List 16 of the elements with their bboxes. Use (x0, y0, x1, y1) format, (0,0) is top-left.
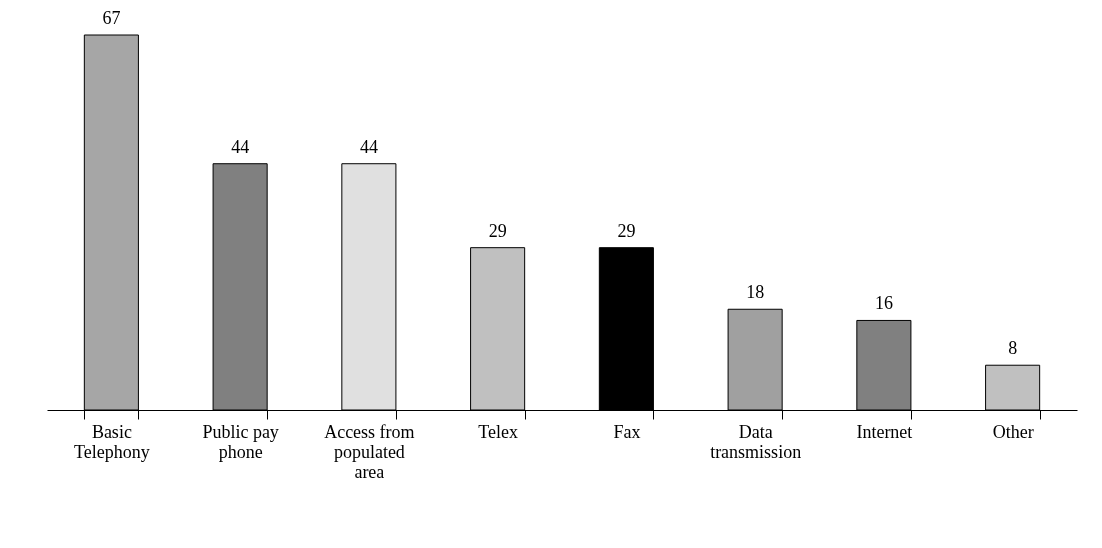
data-label: 29 (488, 220, 507, 241)
x-tick-label: Public pay phone (202, 421, 279, 462)
data-label: 67 (102, 8, 121, 28)
data-label: 16 (874, 293, 893, 314)
data-label: 29 (617, 220, 636, 241)
data-label: 18 (746, 282, 765, 303)
x-tick-label: Data transmission (710, 421, 802, 462)
x-tick-label: Access from populated area (324, 421, 415, 482)
data-label: 8 (1008, 338, 1018, 359)
x-tick-label: Basic Telephony (74, 421, 150, 462)
x-tick-label: Internet (856, 421, 913, 442)
data-label: 44 (359, 136, 378, 157)
x-tick-label: Fax (613, 421, 641, 442)
x-tick-label: Telex (478, 421, 518, 442)
x-tick-label: Other (992, 421, 1034, 442)
data-label: 44 (231, 136, 250, 157)
